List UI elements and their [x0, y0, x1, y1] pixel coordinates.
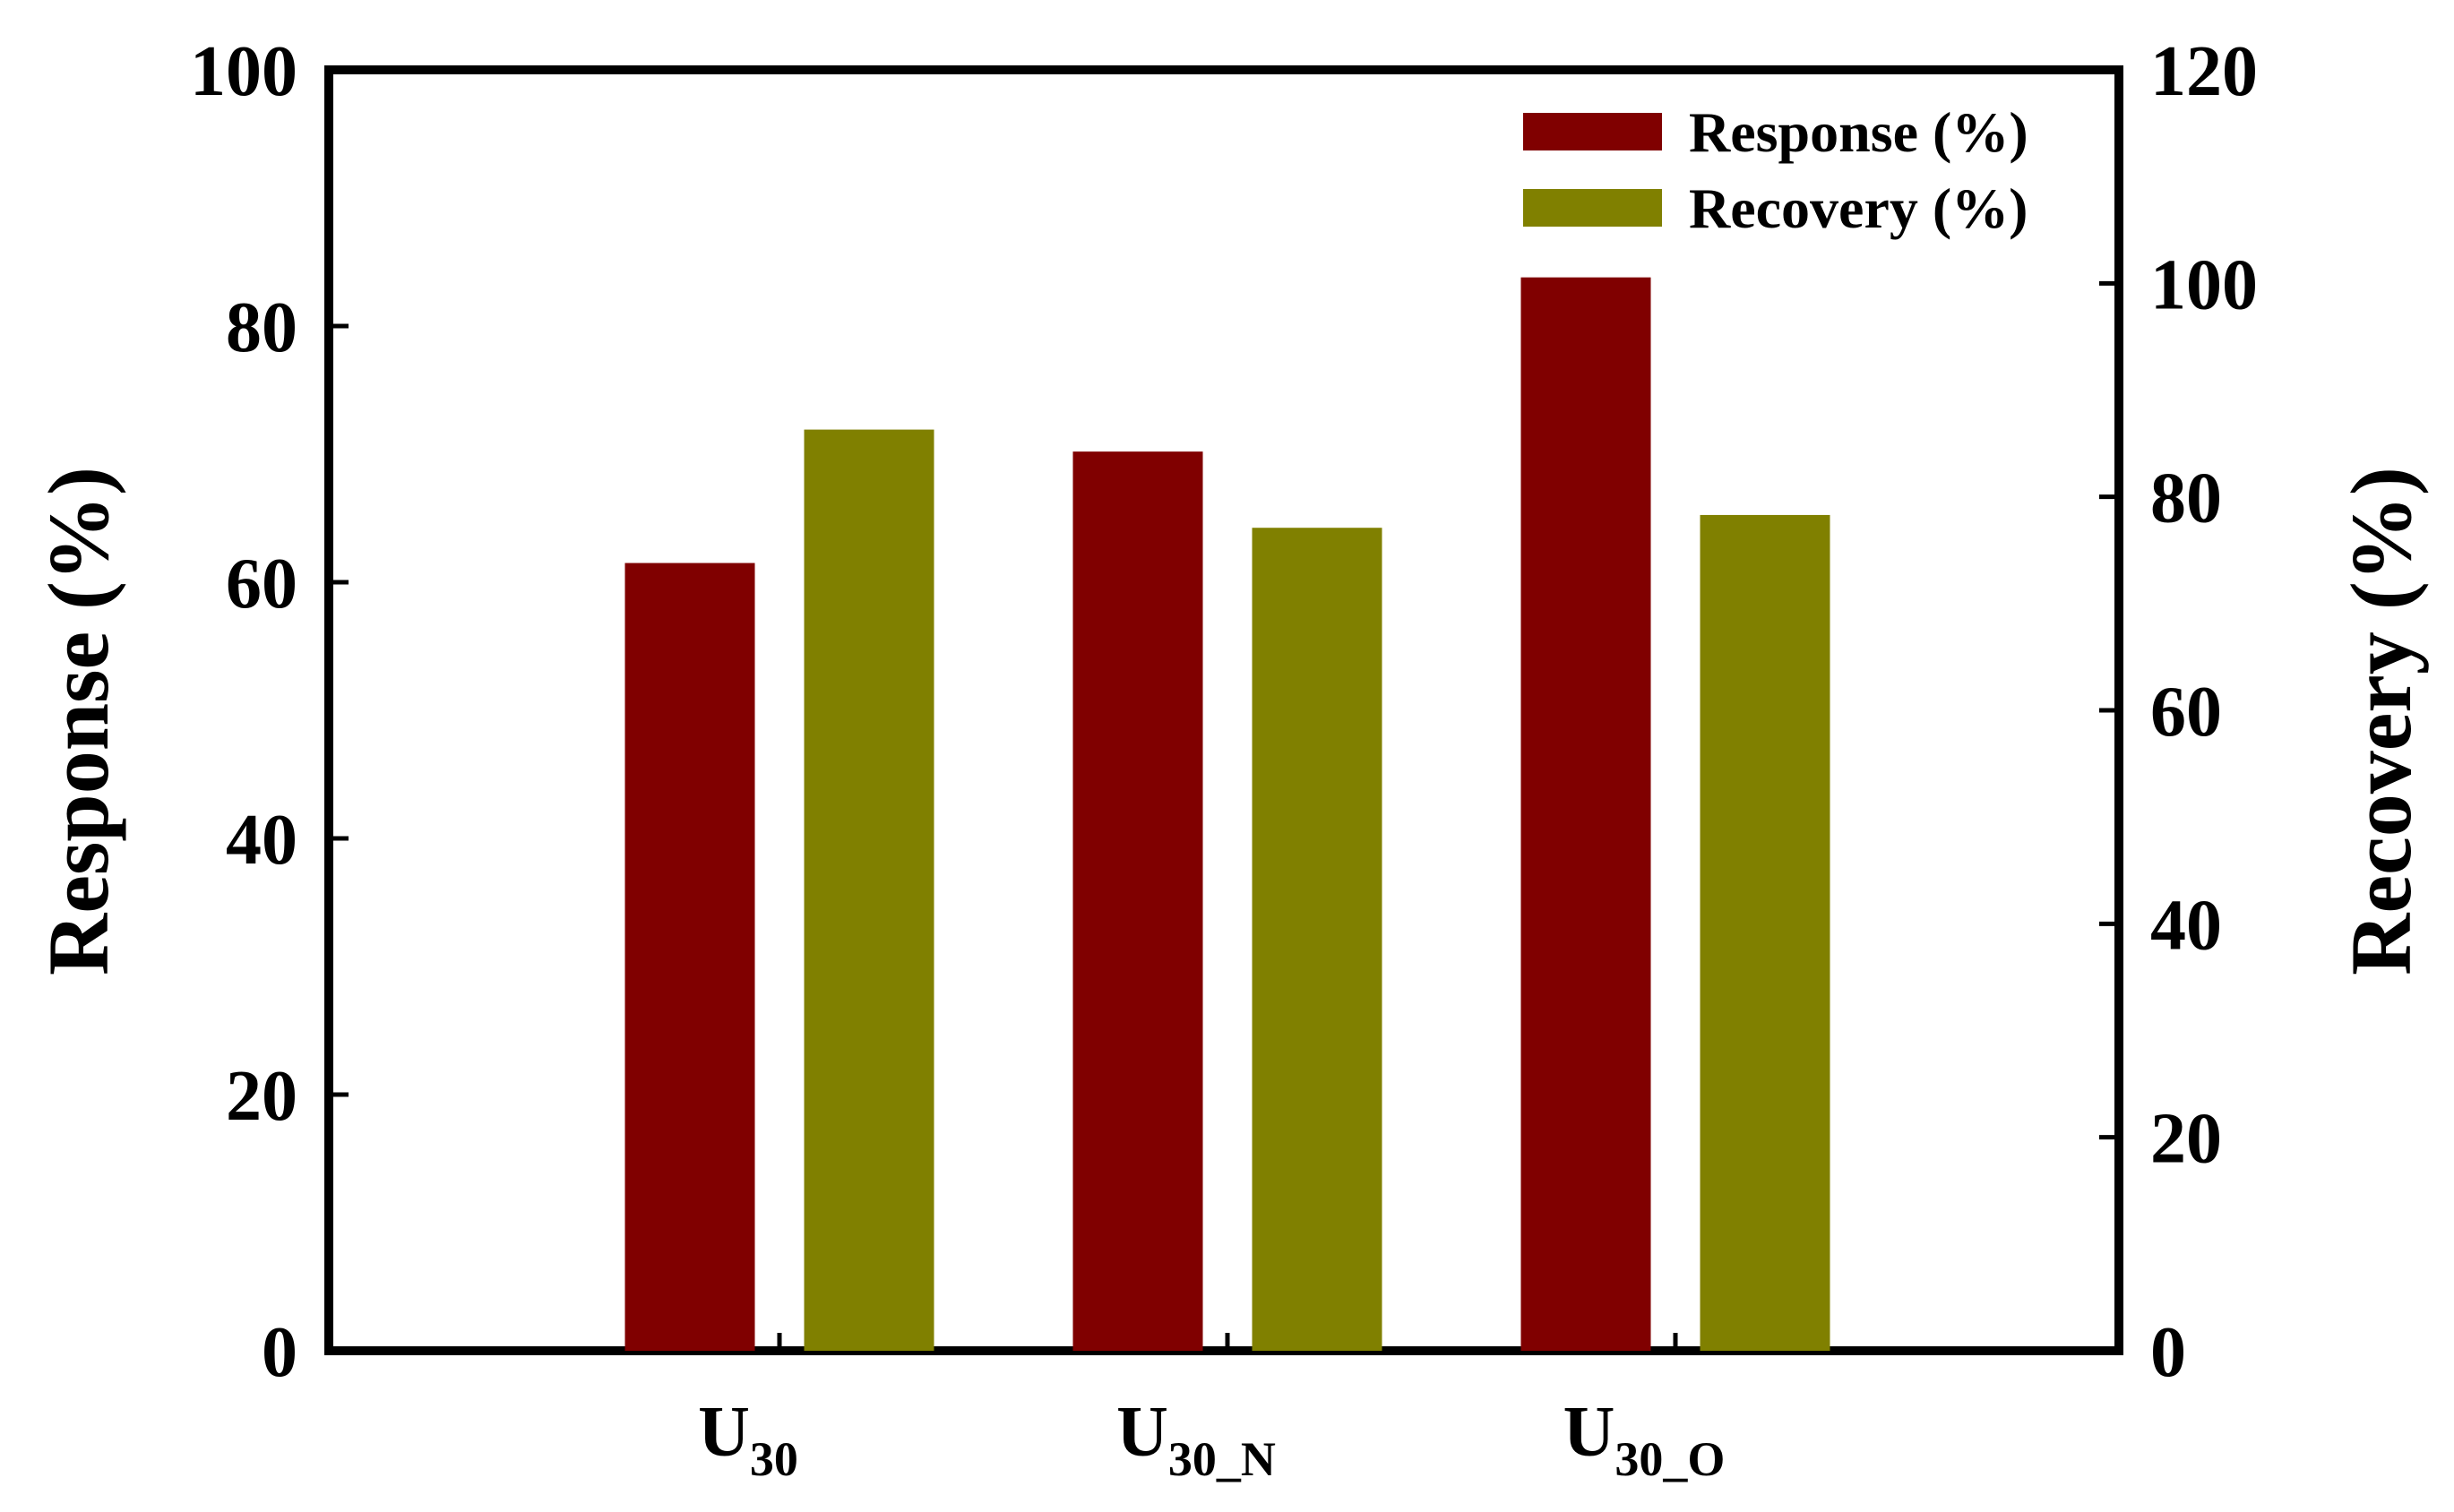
y-tick-label-left-1: 20 — [226, 1057, 297, 1136]
bar-recovery-2 — [1700, 514, 1830, 1351]
y-tick-label-right-0: 0 — [2150, 1313, 2186, 1392]
bar-response-1 — [1072, 451, 1203, 1351]
category-labels: U30 U30_N U30_O — [698, 1393, 1725, 1486]
y-tick-label-right-1: 20 — [2150, 1100, 2222, 1179]
y-tick-label-right-4: 80 — [2150, 460, 2222, 538]
y-tick-label-right-3: 60 — [2150, 673, 2222, 752]
y-tick-label-right-5: 100 — [2150, 245, 2258, 324]
bar-response-0 — [624, 563, 755, 1351]
y-tick-label-left-3: 60 — [226, 545, 297, 623]
bars-group — [624, 277, 1830, 1351]
y-tick-label-right-2: 40 — [2150, 886, 2222, 965]
y-tick-label-left-4: 80 — [226, 288, 297, 367]
bar-recovery-1 — [1252, 528, 1382, 1351]
legend-swatch-response — [1523, 113, 1662, 150]
y-axis-title-right: Recovery (%) — [2333, 467, 2429, 975]
y-tick-label-right-6: 120 — [2150, 32, 2258, 111]
legend-label-recovery: Recovery (%) — [1689, 176, 2028, 240]
y-tick-label-left-5: 100 — [190, 32, 297, 111]
y-tick-label-left-0: 0 — [262, 1313, 297, 1392]
bar-recovery-0 — [804, 429, 934, 1351]
y-axis-title-left: Response (%) — [30, 467, 126, 975]
legend-swatch-recovery — [1523, 189, 1662, 227]
legend: Response (%) Recovery (%) — [1523, 100, 2028, 240]
x-category-label-1: U30_N — [1116, 1393, 1276, 1486]
x-category-label-2: U30_O — [1563, 1393, 1726, 1486]
legend-label-response: Response (%) — [1689, 100, 2028, 164]
bar-response-2 — [1520, 277, 1651, 1351]
x-category-label-0: U30 — [698, 1393, 798, 1486]
plot-frame — [324, 65, 2123, 1355]
ticks-group: 0 20 40 60 80 100 0 20 40 60 80 100 120 — [190, 32, 2258, 1392]
y-tick-label-left-2: 40 — [226, 801, 297, 880]
